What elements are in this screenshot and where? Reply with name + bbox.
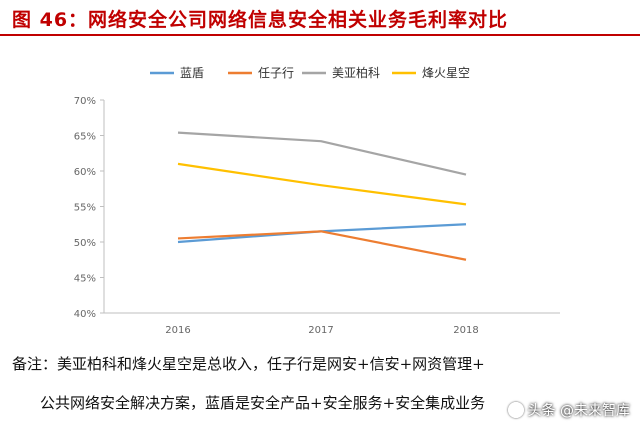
- legend-label: 蓝盾: [180, 66, 204, 80]
- legend: 蓝盾 任子行 美亚柏科 烽火星空: [150, 65, 470, 80]
- x-tick-label: 2017: [308, 325, 333, 336]
- series-lines: [177, 131, 467, 261]
- footnote-line-2: 公共网络安全解决方案，蓝盾是安全产品+安全服务+安全集成业务: [40, 394, 486, 412]
- camera-lens-icon: [507, 402, 524, 418]
- series-line-2: [177, 230, 467, 261]
- legend-label: 烽火星空: [422, 66, 470, 80]
- series-line-1: [177, 223, 467, 244]
- title-bar: 图 46：网络安全公司网络信息安全相关业务毛利率对比: [0, 0, 640, 36]
- line-chart: 蓝盾 任子行 美亚柏科 烽火星空 40% 45% 50% 55% 60% 65% 70% 2016 2…: [74, 65, 560, 336]
- y-tick-label: 40%: [74, 309, 96, 320]
- x-tick-label: 2018: [453, 325, 478, 336]
- y-tick-label: 55%: [74, 203, 96, 214]
- series-line-4: [177, 162, 467, 206]
- watermark-text: 头条 @未来智库: [527, 403, 630, 419]
- y-tick-label: 60%: [74, 167, 96, 178]
- axes: 40% 45% 50% 55% 60% 65% 70% 2016 2017 2018: [74, 96, 560, 336]
- footnote-line-1: 备注：美亚柏科和烽火星空是总收入，任子行是网安+信安+网资管理+: [12, 355, 485, 373]
- y-tick-label: 70%: [74, 96, 96, 107]
- x-tick-label: 2016: [165, 325, 190, 336]
- figure-title: 图 46：网络安全公司网络信息安全相关业务毛利率对比: [12, 9, 509, 31]
- legend-label: 美亚柏科: [332, 65, 380, 80]
- watermark: 头条 @未来智库: [507, 400, 630, 420]
- y-tick-label: 65%: [74, 132, 96, 143]
- y-tick-label: 50%: [74, 238, 96, 249]
- legend-label: 任子行: [258, 66, 294, 80]
- series-line-3: [177, 131, 467, 176]
- y-tick-label: 45%: [74, 274, 96, 285]
